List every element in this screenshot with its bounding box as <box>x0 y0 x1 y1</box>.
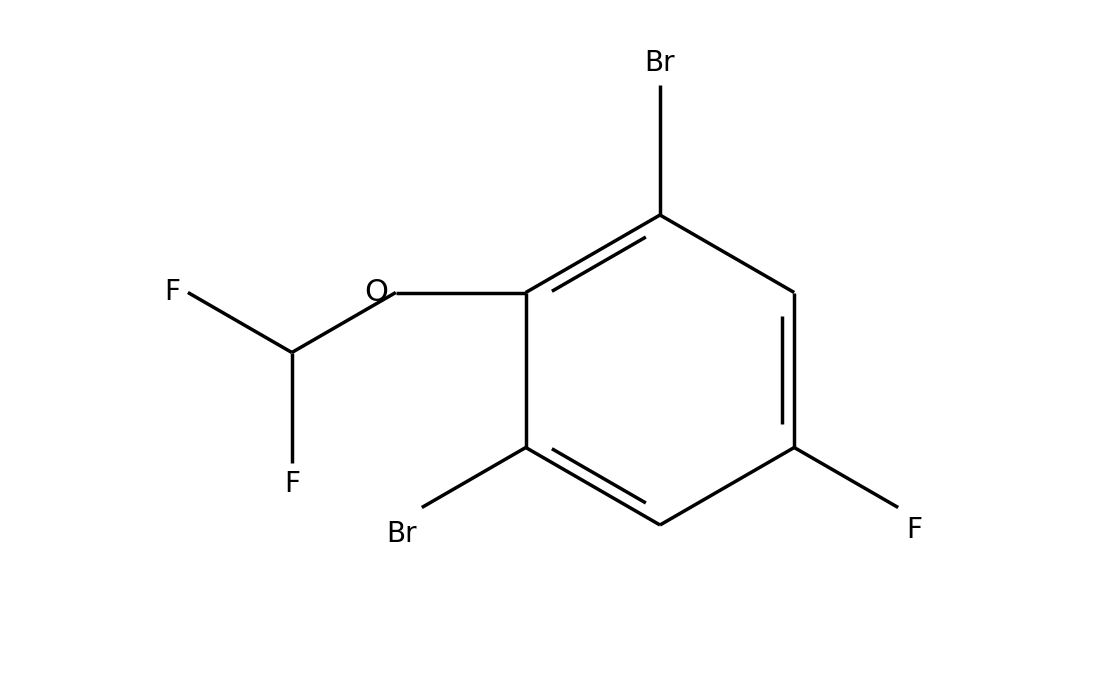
Text: Br: Br <box>386 519 417 548</box>
Text: O: O <box>364 278 388 307</box>
Text: Br: Br <box>644 49 675 77</box>
Text: F: F <box>164 279 180 306</box>
Text: F: F <box>284 471 299 498</box>
Text: F: F <box>906 515 923 544</box>
